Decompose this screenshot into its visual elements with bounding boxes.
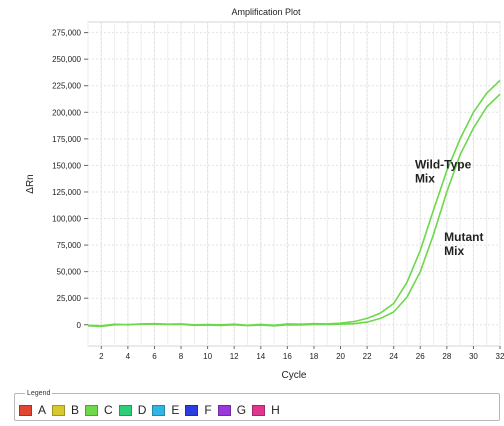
x-tick-label: 28 (442, 352, 451, 361)
x-tick-label: 14 (256, 352, 265, 361)
legend-item-e[interactable]: E (152, 403, 179, 417)
annotation-2-line-2: Mix (444, 244, 464, 258)
y-axis-label: ΔRn (25, 174, 36, 193)
y-tick-label: 200,000 (52, 108, 81, 117)
annotation-2-line-1: Mutant (444, 230, 483, 244)
x-tick-label: 26 (416, 352, 425, 361)
legend-label: F (204, 403, 212, 417)
amplification-plot: Amplification Plot 0 25,000 50,000 75,000 10… (25, 7, 504, 381)
legend-title: Legend (25, 389, 53, 398)
legend-swatch (185, 404, 199, 416)
x-tick-label: 6 (152, 352, 157, 361)
x-tick-label: 12 (230, 352, 239, 361)
legend: Legend A B C D E F G H (14, 389, 500, 421)
legend-item-c[interactable]: C (85, 403, 113, 417)
legend-item-a[interactable]: A (19, 403, 46, 417)
x-tick-label: 4 (126, 352, 131, 361)
legend-label: A (38, 403, 47, 417)
x-tick-label: 30 (469, 352, 478, 361)
y-tick-label: 100,000 (52, 215, 81, 224)
legend-label: B (71, 403, 80, 417)
legend-item-h[interactable]: H (252, 403, 280, 417)
y-tick-label: 225,000 (52, 82, 81, 91)
legend-label: H (271, 403, 280, 417)
legend-swatch (252, 404, 266, 416)
legend-item-b[interactable]: B (52, 403, 79, 417)
x-tick-label: 24 (389, 352, 398, 361)
y-tick-label: 250,000 (52, 55, 81, 64)
legend-item-f[interactable]: F (185, 403, 212, 417)
legend-item-d[interactable]: D (118, 403, 147, 417)
legend-swatch (85, 404, 99, 416)
plot-area (87, 21, 501, 347)
x-tick-label: 18 (309, 352, 318, 361)
chart-title: Amplification Plot (231, 7, 301, 17)
x-tick-label: 22 (363, 352, 372, 361)
grid-lines (87, 22, 501, 346)
legend-swatch (52, 404, 66, 416)
x-axis-label: Cycle (281, 370, 306, 381)
annotation-1-line-2: Mix (415, 172, 435, 186)
legend-item-g[interactable]: G (217, 403, 247, 417)
y-tick-label: 25,000 (57, 294, 82, 303)
legend-swatch (118, 404, 132, 416)
legend-label: D (137, 403, 147, 417)
y-tick-label: 0 (77, 321, 82, 330)
x-tick-label: 2 (99, 352, 104, 361)
x-tick-label: 16 (283, 352, 292, 361)
axis-ticks: 0 25,000 50,000 75,000 100,000 125,000 150,000… (52, 29, 504, 361)
y-tick-label: 275,000 (52, 29, 81, 38)
legend-swatch (217, 404, 231, 416)
series-line-2 (87, 93, 501, 328)
legend-swatch (19, 404, 32, 416)
legend-swatch (152, 404, 166, 416)
series-group (87, 79, 501, 328)
annotation-1-line-1: Wild-Type (415, 158, 472, 172)
x-tick-label: 8 (179, 352, 184, 361)
y-tick-label: 75,000 (57, 241, 82, 250)
y-tick-label: 50,000 (57, 268, 82, 277)
legend-label: G (236, 403, 247, 417)
x-tick-label: 20 (336, 352, 345, 361)
legend-label: C (104, 403, 113, 417)
y-tick-label: 175,000 (52, 135, 81, 144)
legend-items: A B C D E F G H (19, 403, 286, 417)
legend-label: E (171, 403, 180, 417)
y-tick-label: 125,000 (52, 188, 81, 197)
x-tick-label: 32 (496, 352, 504, 361)
x-tick-label: 10 (203, 352, 212, 361)
y-tick-label: 150,000 (52, 161, 81, 170)
